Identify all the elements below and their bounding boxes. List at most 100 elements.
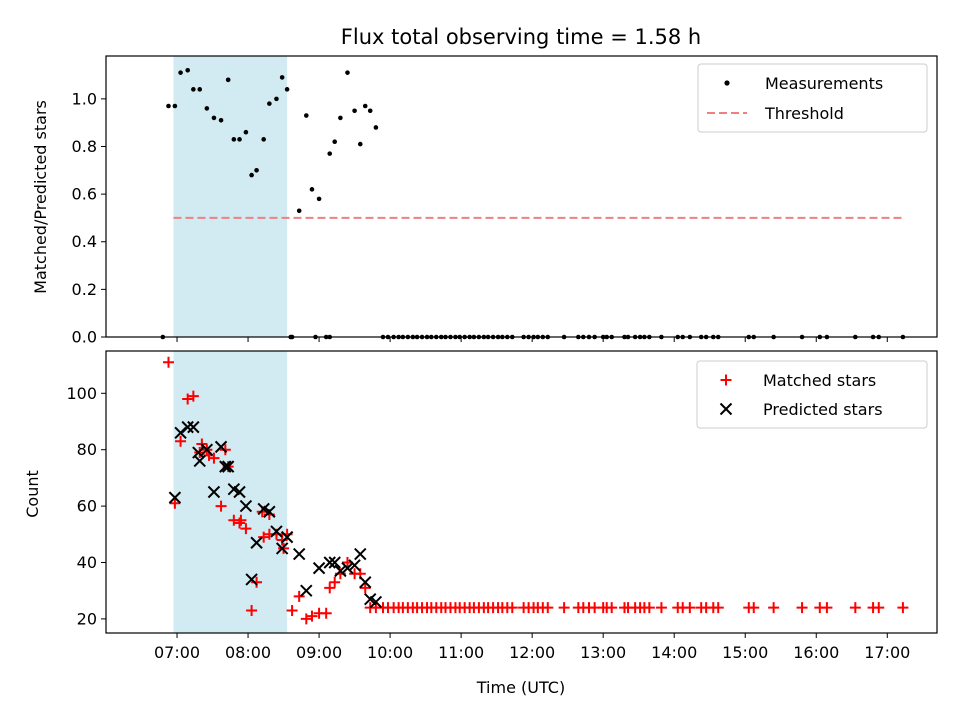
measurement-point — [261, 137, 266, 142]
predicted-star-point — [207, 485, 221, 499]
matched-star-point — [796, 602, 808, 614]
legend-frame — [696, 360, 928, 429]
predicted-star-point — [270, 525, 283, 538]
matched-star-point — [169, 497, 181, 509]
predicted-star-point — [200, 443, 214, 456]
predicted-star-point — [219, 460, 232, 473]
measurement-point — [296, 208, 302, 214]
predicted-star-point — [348, 559, 361, 572]
y-tick-label: 0.8 — [72, 137, 97, 156]
predicted-star-point — [250, 536, 263, 549]
matched-star-point — [324, 582, 336, 594]
matched-star-point — [506, 602, 518, 614]
top-panel: 0.0 0.2 0.4 0.6 0.8 1.0 — [72, 55, 938, 347]
x-tick-label: 07:00 — [154, 643, 200, 662]
measurement-point — [211, 115, 217, 121]
x-tick-label: 12:00 — [509, 643, 555, 662]
measurement-point — [284, 87, 290, 92]
matched-star-point — [219, 444, 231, 456]
y-tick-label: 0.4 — [72, 232, 97, 251]
matched-star-point — [684, 602, 696, 614]
matched-star-point — [873, 602, 885, 614]
measurement-point — [197, 87, 203, 92]
x-tick-label: 15:00 — [722, 643, 768, 662]
predicted-star-point — [341, 561, 354, 575]
matched-star-point — [246, 604, 258, 616]
measurement-point — [303, 113, 309, 118]
matched-star-point — [748, 602, 760, 614]
measurement-point — [316, 196, 322, 202]
x-tick-label: 11:00 — [438, 643, 484, 662]
measurement-point — [204, 106, 210, 111]
matched-star-point — [849, 602, 861, 614]
matched-star-point — [558, 602, 570, 614]
matched-star-point — [306, 610, 318, 622]
measurement-point — [185, 67, 190, 73]
legend-predicted-label: Predicted stars — [763, 400, 883, 419]
measurement-point — [231, 137, 237, 142]
x-tick-label: 09:00 — [296, 643, 342, 662]
measurement-point — [249, 172, 254, 178]
predicted-star-point — [239, 499, 253, 513]
measurement-point — [267, 101, 272, 106]
predicted-star-point — [174, 426, 187, 439]
y-tick-label: 20 — [77, 609, 97, 628]
matched-star-point — [320, 607, 332, 619]
predicted-star-point — [280, 530, 294, 544]
chart-title: Flux total observing time = 1.58 h — [341, 25, 701, 49]
matched-star-point — [643, 602, 655, 614]
y-tick-label: 60 — [77, 497, 97, 516]
legend-measurements-marker — [724, 80, 730, 86]
matched-star-point — [163, 356, 175, 368]
matched-star-point — [300, 613, 312, 625]
measurement-point — [172, 103, 178, 109]
legend-predicted-marker — [719, 402, 733, 416]
matched-star-point — [897, 602, 909, 614]
measurement-point — [362, 103, 368, 109]
axes-frame — [105, 55, 938, 338]
predicted-star-point — [300, 584, 313, 597]
legend-matched-marker — [720, 374, 732, 386]
x-tick-label: 14:00 — [651, 643, 697, 662]
measurement-point — [254, 168, 259, 173]
matched-star-point — [215, 500, 227, 512]
bottom-legend: Matched stars Predicted stars — [696, 360, 928, 429]
measurement-point — [225, 77, 231, 83]
axes-frame — [105, 350, 938, 634]
measurement-point — [237, 137, 242, 142]
predicted-star-point — [221, 460, 235, 473]
measurement-point — [166, 103, 171, 109]
predicted-star-point — [233, 485, 246, 499]
matched-star-point — [712, 602, 724, 614]
measurement-point — [338, 115, 343, 121]
matched-star-point — [655, 602, 667, 614]
matched-star-point — [175, 435, 187, 447]
predicted-star-point — [245, 573, 258, 586]
predicted-star-point — [312, 561, 326, 575]
matched-star-point — [329, 576, 341, 588]
x-tick-label: 08:00 — [225, 643, 271, 662]
predicted-star-point — [292, 547, 306, 561]
predicted-star-point — [192, 446, 205, 459]
legend-matched-label: Matched stars — [763, 371, 876, 390]
matched-star-point — [606, 602, 618, 614]
matched-star-point — [258, 531, 270, 543]
legend-frame — [697, 63, 928, 133]
x-axis-label: Time (UTC) — [476, 678, 565, 697]
measurement-point — [191, 87, 196, 92]
predicted-star-point — [181, 420, 194, 434]
predicted-star-point — [214, 440, 228, 454]
matched-star-point — [821, 602, 833, 614]
matched-star-point — [187, 390, 199, 402]
y-tick-label: 0.2 — [72, 280, 97, 299]
y-tick-label: 80 — [77, 440, 97, 459]
observing-window-shade — [173, 56, 288, 337]
predicted-star-point — [334, 564, 347, 578]
y-tick-label: 100 — [66, 384, 97, 403]
predicted-star-point — [369, 595, 383, 609]
predicted-star-point — [328, 556, 341, 569]
bottom-panel: 07:00 08:00 09:00 10:00 11:00 12:00 13:00 14:00… — [66, 350, 938, 662]
predicted-star-point — [187, 420, 200, 434]
predicted-star-point — [359, 576, 372, 589]
